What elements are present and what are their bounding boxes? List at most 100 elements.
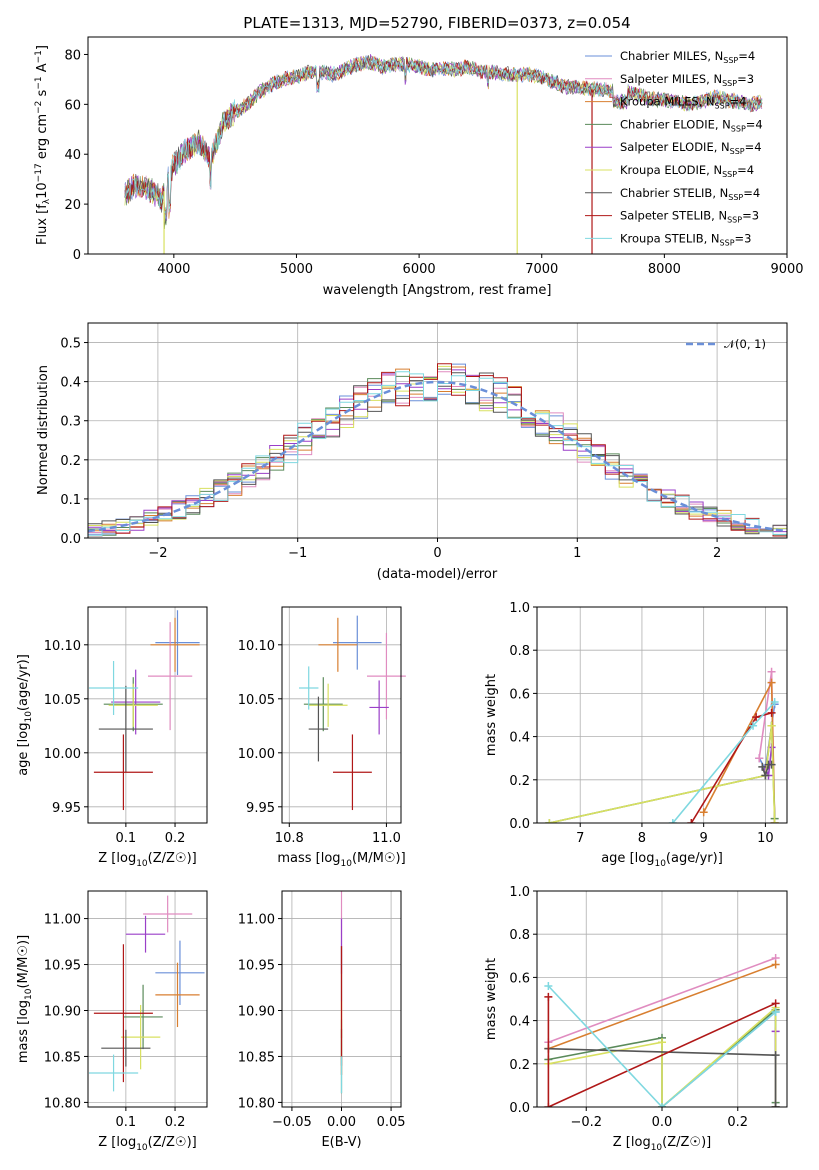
spectrum-xtick-label: 5000	[280, 262, 313, 277]
age_vs_mass-grid	[282, 607, 401, 823]
weight_vs_Z-line-2	[548, 957, 776, 1043]
residuals-ytick-label: 0.1	[60, 493, 81, 508]
mass_vs_Z-ytick-label: 10.95	[44, 959, 81, 974]
age-vs-mass-panel: 10.8 11.0 9.95 10.00 10.05 10.10 mass [log10(M…	[238, 606, 406, 869]
weight_vs_age-xtick-label: 10	[757, 831, 774, 846]
legend-label-1: Chabrier MILES, NSSP=4	[620, 49, 755, 65]
legend-label-4: Chabrier ELODIE, NSSP=4	[620, 117, 763, 133]
weight_vs_age-xtick-label: 9	[700, 831, 708, 846]
residuals-xtick-label: 1	[573, 546, 581, 561]
spectrum-xtick-label: 7000	[525, 262, 558, 277]
weight_vs_age-lines	[545, 667, 779, 823]
residuals-ylabel: Normed distribution	[36, 365, 51, 495]
spectrum-line-7	[124, 55, 763, 226]
mass_vs_EBV-ytick-label: 10.95	[238, 959, 275, 974]
weight_vs_age-marker-9	[749, 721, 758, 730]
weight_vs_Z-line-3	[548, 963, 776, 1050]
weight_vs_Z-line-6	[548, 1005, 777, 1107]
residuals-grid	[88, 323, 787, 539]
mass_vs_Z-grid	[88, 891, 207, 1107]
weight_vs_Z-marker-3	[771, 960, 780, 969]
age_vs_Z-frame	[87, 606, 208, 824]
mass_vs_Z-ytick-label: 10.80	[44, 1096, 81, 1111]
mass-vs-extinction-panel: −0.05 0.00 0.05 10.80 10.85 10.90 10.95 11.00 E(…	[238, 890, 406, 1150]
weight_vs_Z-marker-8	[771, 999, 780, 1008]
weight_vs_Z-xtick-label: 0.2	[727, 1115, 748, 1130]
spectrum-ytick-label: 80	[64, 48, 81, 63]
mass-vs-metallicity-panel: 0.1 0.2 10.80 10.85 10.90 10.95 11.00 Z [log10(…	[16, 890, 208, 1153]
weight_vs_age-xlabel: age [log10(age/yr)]	[601, 851, 723, 869]
weight-vs-metallicity-panel: −0.2 0.0 0.2 0.0 0.2 0.4 0.6 0.8 1.0 Z [log10(Z/Z…	[484, 885, 788, 1153]
mass_vs_EBV-ytick-label: 11.00	[238, 913, 275, 928]
weight_vs_age-marker-2	[767, 667, 776, 676]
weight_vs_age-frame	[536, 606, 788, 824]
weight_vs_Z-marker-6	[658, 1038, 666, 1047]
weight_vs_age-ytick-label: 0.6	[509, 687, 530, 702]
mass_vs_EBV-xtick-label: 0.00	[327, 1115, 356, 1130]
legend-label-3: Kroupa MILES, NSSP=4	[620, 95, 746, 111]
spectrum-xtick-label: 4000	[157, 262, 190, 277]
mass_vs_EBV-ytick-label: 10.80	[238, 1096, 275, 1111]
weight_vs_age-marker-2	[755, 754, 764, 763]
age_vs_Z-ytick-label: 10.10	[44, 639, 81, 654]
weight_vs_age-marker-3	[767, 678, 776, 687]
weight_vs_age-marker-7	[767, 760, 776, 769]
weight_vs_Z-marker-8	[544, 992, 553, 1001]
weight_vs_age-line-6	[549, 725, 776, 823]
spectrum-legend: Chabrier MILES, NSSP=4 Salpeter MILES, NS…	[585, 49, 763, 247]
residuals-panel: −2 −1 0 1 2 0.0 0.1 0.2 0.3 0.4 0.5 (data-model)/e…	[36, 322, 788, 582]
weight_vs_age-ylabel: mass weight	[484, 674, 499, 756]
age_vs_mass-xtick-label: 11.0	[372, 831, 401, 846]
weight_vs_age-marker-6	[767, 721, 776, 730]
weight_vs_age-ytick-label: 0.0	[509, 817, 530, 832]
residuals-ytick-label: 0.4	[60, 376, 81, 391]
legend-label-7: Chabrier STELIB, NSSP=4	[620, 186, 760, 202]
weight_vs_age-ytick-label: 0.2	[509, 774, 530, 789]
weight_vs_age-line-9	[672, 701, 776, 823]
weight_vs_Z-marker-8	[544, 1103, 553, 1107]
weight_vs_age-marker-7	[758, 762, 767, 771]
age_vs_mass-ytick-label: 10.10	[238, 639, 275, 654]
weight_vs_Z-lines	[544, 953, 780, 1107]
weight_vs_Z-line-8	[547, 996, 776, 1107]
residuals-hist-8	[88, 363, 787, 537]
residuals-xtick-label: −1	[288, 546, 307, 561]
spectrum-xtick-label: 8000	[648, 262, 681, 277]
spectrum-xlabel: wavelength [Angstrom, rest frame]	[323, 283, 552, 298]
age_vs_Z-xtick-label: 0.2	[165, 831, 186, 846]
mass_vs_Z-xlabel: Z [log10(Z/Z☉)]	[98, 1135, 196, 1153]
weight_vs_age-marker-8	[687, 819, 696, 823]
weight_vs_Z-xtick-label: 0.0	[652, 1115, 673, 1130]
mass_vs_EBV-xtick-label: −0.05	[272, 1115, 312, 1130]
age_vs_mass-ytick-label: 9.95	[246, 801, 275, 816]
residuals-xtick-label: 2	[713, 546, 721, 561]
residuals-ytick-label: 0.0	[60, 532, 81, 547]
mass_vs_Z-ytick-label: 10.90	[44, 1004, 81, 1019]
weight_vs_Z-frame	[536, 890, 788, 1108]
spectrum-ytick-label: 20	[64, 198, 81, 213]
weight_vs_age-line-3	[702, 682, 776, 823]
weight_vs_Z-marker-7	[771, 1051, 780, 1060]
mass_vs_Z-points	[88, 895, 205, 1092]
weight_vs_age-ytick-label: 0.8	[509, 644, 530, 659]
spectrum-ytick-label: 60	[64, 98, 81, 113]
legend-label-6: Kroupa ELODIE, NSSP=4	[620, 163, 754, 179]
residuals-histograms	[87, 363, 788, 537]
residuals-ytick-label: 0.3	[60, 415, 81, 430]
weight_vs_age-marker-6	[545, 819, 554, 823]
age_vs_Z-ytick-label: 10.00	[44, 747, 81, 762]
weight_vs_Z-marker-9	[771, 1007, 780, 1016]
weight_vs_Z-ytick-label: 1.0	[509, 885, 530, 900]
age_vs_Z-grid	[88, 607, 207, 823]
mass_vs_EBV-frame	[281, 890, 402, 1108]
normal-legend-label: 𝒩(0, 1)	[724, 337, 766, 351]
spectrum-panel: PLATE=1313, MJD=52790, FIBERID=0373, z=0…	[34, 14, 804, 298]
spectrum-xtick-label: 6000	[403, 262, 436, 277]
weight-vs-age-panel: 7 8 9 10 0.0 0.2 0.4 0.6 0.8 1.0 age [log10(age/yr…	[484, 601, 788, 869]
legend-label-5: Salpeter ELODIE, NSSP=4	[620, 140, 762, 156]
residuals-ticks: −2 −1 0 1 2 0.0 0.1 0.2 0.3 0.4 0.5	[60, 337, 721, 561]
weight_vs_age-ytick-label: 1.0	[509, 601, 530, 616]
residuals-xlabel: (data-model)/error	[377, 567, 498, 582]
weight_vs_Z-ytick-label: 0.6	[509, 971, 530, 986]
weight_vs_Z-ytick-label: 0.4	[509, 1015, 530, 1030]
